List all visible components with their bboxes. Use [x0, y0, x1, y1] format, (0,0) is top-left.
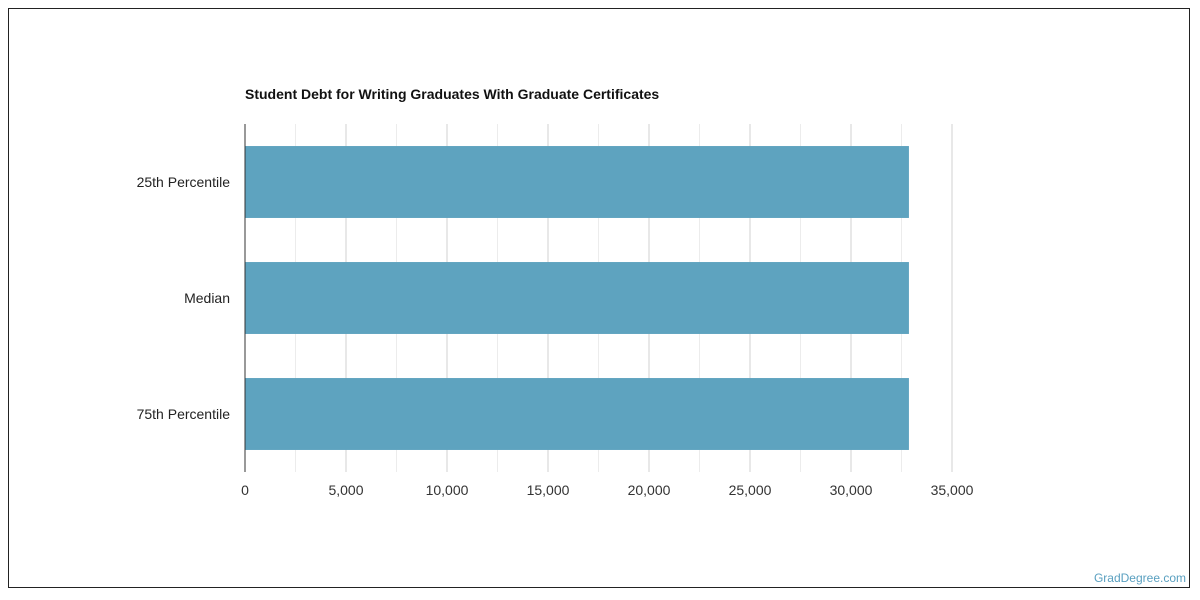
- category-label: Median: [184, 290, 230, 306]
- x-tick-label: 10,000: [426, 482, 469, 498]
- x-tick-label: 35,000: [931, 482, 974, 498]
- x-tick-label: 20,000: [628, 482, 671, 498]
- x-tick-label: 25,000: [729, 482, 772, 498]
- x-tick-label: 5,000: [328, 482, 363, 498]
- bar-25th-percentile: [245, 146, 909, 218]
- bar-75th-percentile: [245, 378, 909, 450]
- x-axis-ticks: 0 5,000 10,000 15,000 20,000 25,000 30,000 35,0…: [241, 482, 974, 498]
- x-tick-label: 15,000: [527, 482, 570, 498]
- category-labels: 25th Percentile Median 75th Percentile: [137, 174, 231, 422]
- bars: [245, 146, 909, 450]
- category-label: 75th Percentile: [137, 406, 231, 422]
- chart-title: Student Debt for Writing Graduates With …: [245, 86, 660, 102]
- category-label: 25th Percentile: [137, 174, 231, 190]
- x-tick-label: 0: [241, 482, 249, 498]
- bar-median: [245, 262, 909, 334]
- watermark: GradDegree.com: [1093, 571, 1186, 585]
- x-tick-label: 30,000: [830, 482, 873, 498]
